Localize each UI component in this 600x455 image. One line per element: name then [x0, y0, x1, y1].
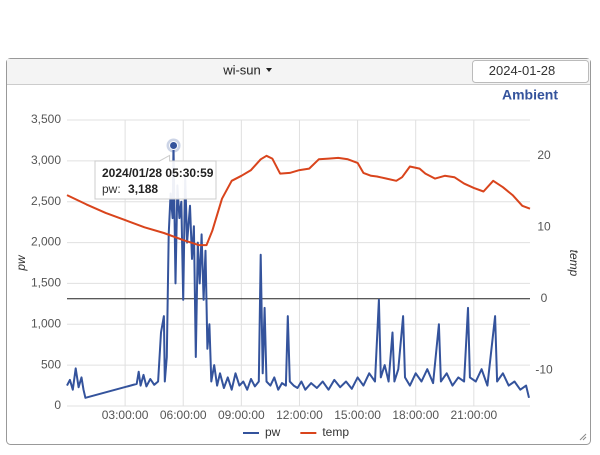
y-tick-label: 1,500	[31, 276, 61, 290]
y2-tick-label: 20	[537, 148, 551, 162]
y2-tick-label: -10	[535, 362, 553, 376]
device-dropdown[interactable]: wi-sun	[222, 62, 261, 77]
y-tick-label: 3,500	[31, 112, 61, 126]
tooltip: 2024/01/28 05:30:59 pw: 3,188	[94, 154, 217, 200]
series-line	[66, 154, 531, 247]
x-tick-label: 21:00:00	[450, 408, 497, 422]
y-tick-label: 2,500	[31, 194, 61, 208]
resize-grip[interactable]	[579, 433, 587, 441]
y2-axis-label: temp	[567, 250, 581, 277]
tooltip-label: pw:	[102, 182, 124, 196]
x-tick-label: 18:00:00	[392, 408, 439, 422]
x-tick-label: 03:00:00	[102, 408, 149, 422]
tooltip-title: 2024/01/28 05:30:59	[102, 166, 214, 180]
x-tick-label: 06:00:00	[160, 408, 207, 422]
date-value: 2024-01-28	[489, 63, 556, 78]
series-line	[66, 144, 530, 399]
y2-tick-label: 10	[537, 219, 551, 233]
y-tick-label: 0	[54, 398, 61, 412]
x-tick-label: 09:00:00	[218, 408, 265, 422]
x-tick-label: 12:00:00	[276, 408, 323, 422]
y-tick-label: 500	[41, 357, 61, 371]
legend-label: temp	[322, 425, 349, 439]
tooltip-value: 3,188	[128, 182, 158, 196]
legend-label: pw	[265, 425, 281, 439]
date-input[interactable]	[472, 60, 589, 83]
y-tick-label: 2,000	[31, 235, 61, 249]
hover-point	[169, 140, 179, 150]
y-tick-label: 1,000	[31, 316, 61, 330]
x-tick-label: 15:00:00	[334, 408, 381, 422]
y-axis-label: pw	[14, 254, 28, 272]
chart-title: Ambient	[502, 87, 558, 103]
dropdown-caret	[266, 68, 272, 72]
y-tick-label: 3,000	[31, 153, 61, 167]
y2-tick-label: 0	[541, 291, 548, 305]
tooltip-box	[94, 154, 217, 200]
